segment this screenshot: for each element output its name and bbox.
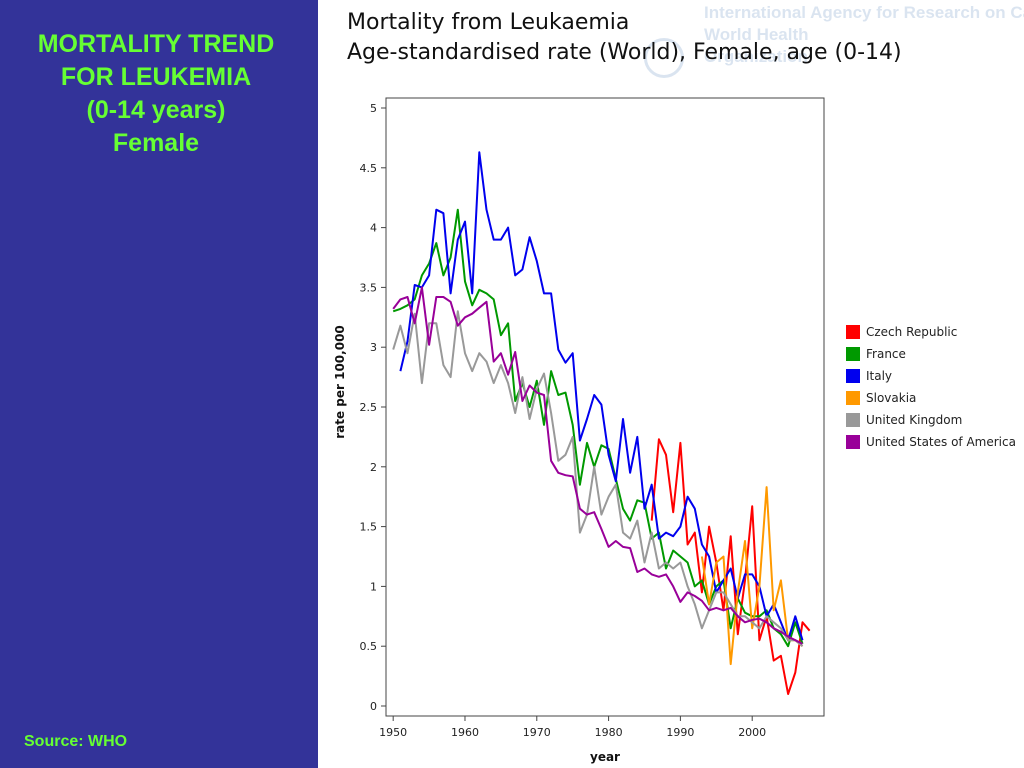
- slide-title-line: Female: [112, 129, 200, 157]
- watermark-line: International Agency for Research on Can…: [704, 3, 1024, 22]
- chart-subtitle: Age-standardised rate (World), Female, a…: [347, 40, 902, 65]
- x-tick-label: 2000: [738, 726, 766, 739]
- watermark-line: World Health: [704, 25, 809, 44]
- legend-swatch: [846, 413, 860, 427]
- y-tick-label: 5: [370, 102, 377, 115]
- series-line-czech-republic: [650, 438, 811, 695]
- x-tick-label: 1990: [666, 726, 694, 739]
- series-line-united-states-of-america: [392, 286, 803, 645]
- x-tick-label: 1970: [523, 726, 551, 739]
- y-tick-label: 0.5: [360, 640, 378, 653]
- slide-title-line: (0-14 years): [86, 96, 226, 124]
- legend-label: United Kingdom: [866, 413, 963, 427]
- series-line-italy: [399, 151, 804, 642]
- legend-item: United States of America: [846, 431, 1016, 453]
- legend-swatch: [846, 391, 860, 405]
- legend-item: France: [846, 343, 1016, 365]
- slide-title: MORTALITY TREND FOR LEUKEMIA (0-14 years…: [0, 28, 312, 160]
- series-line-united-kingdom: [392, 310, 804, 647]
- legend-swatch: [846, 325, 860, 339]
- x-tick-label: 1950: [379, 726, 407, 739]
- watermark-text: International Agency for Research on Can…: [704, 2, 1024, 68]
- slide-title-line: MORTALITY TREND: [37, 30, 275, 58]
- legend-swatch: [846, 347, 860, 361]
- y-tick-label: 1: [370, 580, 377, 593]
- chart-title: Mortality from Leukaemia Age-standardise…: [347, 8, 902, 68]
- legend-item: Slovakia: [846, 387, 1016, 409]
- legend-swatch: [846, 435, 860, 449]
- un-emblem-icon: [644, 38, 684, 78]
- legend-item: Italy: [846, 365, 1016, 387]
- y-tick-label: 1.5: [360, 521, 378, 534]
- x-tick-label: 1960: [451, 726, 479, 739]
- legend-label: Italy: [866, 369, 893, 383]
- legend-item: United Kingdom: [846, 409, 1016, 431]
- x-tick-label: 1980: [595, 726, 623, 739]
- y-tick-label: 2: [370, 461, 377, 474]
- iarc-watermark: International Agency for Research on Can…: [322, 0, 1024, 80]
- y-tick-label: 2.5: [360, 401, 378, 414]
- legend-label: Czech Republic: [866, 325, 958, 339]
- legend-label: France: [866, 347, 906, 361]
- legend-label: Slovakia: [866, 391, 917, 405]
- line-chart: 0 0.5 1 1.5 2 2.5 3 3.5 4 4.5 5 1950 1960 1970 1980 199…: [333, 97, 825, 764]
- left-panel: [0, 0, 318, 768]
- legend-swatch: [846, 369, 860, 383]
- watermark-line: Organization: [704, 47, 808, 66]
- y-axis-label: rate per 100,000: [333, 325, 347, 439]
- y-tick-label: 4: [370, 222, 377, 235]
- chart-legend: Czech Republic France Italy Slovakia United …: [846, 321, 1016, 453]
- slide-title-line: FOR LEUKEMIA: [60, 63, 252, 91]
- y-tick-label: 4.5: [360, 162, 378, 175]
- series-line-slovakia: [700, 486, 804, 666]
- source-note: Source: WHO: [24, 733, 128, 750]
- y-tick-label: 3: [370, 341, 377, 354]
- x-axis-label: year: [590, 750, 620, 764]
- legend-item: Czech Republic: [846, 321, 1016, 343]
- legend-label: United States of America: [866, 435, 1016, 449]
- y-tick-label: 3.5: [360, 281, 378, 294]
- y-tick-label: 0: [370, 700, 377, 713]
- chart-title-main: Mortality from Leukaemia: [347, 10, 630, 35]
